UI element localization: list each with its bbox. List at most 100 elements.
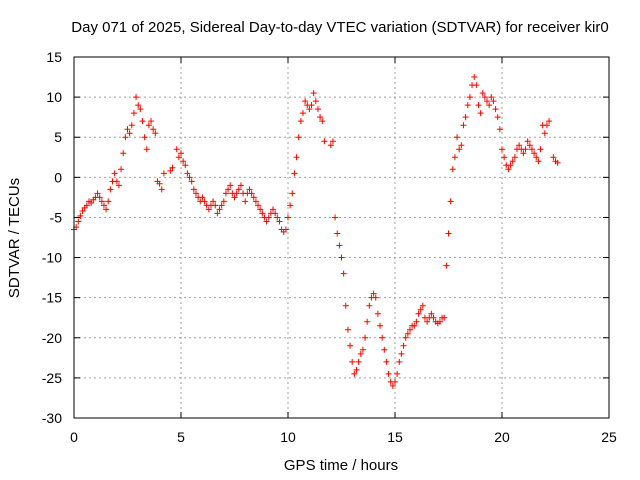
data-point bbox=[362, 334, 369, 341]
data-point bbox=[447, 198, 454, 205]
data-point bbox=[377, 322, 384, 329]
data-point bbox=[402, 334, 409, 341]
data-point bbox=[156, 180, 163, 187]
data-point bbox=[250, 194, 257, 201]
data-point bbox=[319, 118, 326, 125]
data-point bbox=[297, 118, 304, 125]
data-point bbox=[212, 202, 219, 209]
data-point bbox=[274, 214, 281, 221]
data-point bbox=[531, 150, 538, 157]
data-point bbox=[516, 142, 523, 149]
data-point bbox=[398, 350, 405, 357]
data-point bbox=[406, 326, 413, 333]
data-point bbox=[511, 154, 518, 161]
data-point bbox=[248, 190, 255, 197]
data-point bbox=[122, 134, 129, 141]
data-point bbox=[276, 218, 283, 225]
data-point bbox=[488, 94, 495, 101]
data-point bbox=[481, 94, 488, 101]
data-point bbox=[216, 206, 223, 213]
data-point bbox=[111, 170, 118, 177]
data-point bbox=[526, 142, 533, 149]
data-point bbox=[128, 122, 135, 129]
data-point bbox=[115, 182, 122, 189]
data-point bbox=[120, 150, 127, 157]
data-point bbox=[329, 138, 336, 145]
data-point bbox=[499, 146, 505, 153]
data-point bbox=[113, 178, 120, 185]
data-point bbox=[528, 146, 535, 153]
y-tick-labels: -30 -25 -20 -15 -10 -5 0 5 10 15 bbox=[42, 49, 62, 426]
data-point bbox=[494, 114, 501, 121]
data-point bbox=[158, 186, 165, 193]
data-point bbox=[186, 174, 193, 181]
y-tick-label: -30 bbox=[42, 410, 62, 426]
y-tick-label: -15 bbox=[42, 290, 62, 306]
data-point bbox=[150, 126, 157, 133]
data-point bbox=[160, 170, 167, 177]
data-point bbox=[88, 200, 95, 207]
data-point bbox=[246, 186, 253, 193]
data-point bbox=[374, 310, 381, 317]
x-tick-label: 10 bbox=[280, 429, 296, 445]
data-point bbox=[379, 334, 386, 341]
data-point bbox=[272, 210, 279, 217]
data-point bbox=[501, 154, 508, 161]
data-point bbox=[308, 102, 315, 109]
data-point bbox=[100, 202, 107, 209]
data-point bbox=[332, 214, 339, 221]
data-point bbox=[546, 118, 553, 125]
y-tick-label: -25 bbox=[42, 370, 62, 386]
data-point bbox=[419, 302, 426, 309]
data-point bbox=[413, 318, 420, 325]
data-point bbox=[312, 98, 319, 105]
y-tick-label: 0 bbox=[54, 169, 62, 185]
data-point bbox=[347, 342, 354, 349]
y-tick-label: -20 bbox=[42, 330, 62, 346]
data-point bbox=[334, 230, 341, 237]
data-point bbox=[353, 366, 360, 373]
data-point bbox=[233, 190, 240, 197]
data-point bbox=[366, 302, 373, 309]
grid-lines bbox=[74, 57, 609, 418]
data-point bbox=[107, 186, 114, 193]
data-point bbox=[103, 206, 110, 213]
data-point bbox=[188, 178, 195, 185]
data-point bbox=[77, 212, 84, 219]
data-point bbox=[270, 206, 277, 213]
data-point bbox=[370, 290, 377, 297]
data-point bbox=[396, 358, 403, 365]
data-point bbox=[293, 154, 300, 161]
data-point bbox=[214, 210, 221, 217]
data-point bbox=[235, 186, 242, 193]
data-point bbox=[282, 226, 289, 233]
x-tick-labels: 0 5 10 15 20 25 bbox=[70, 429, 617, 445]
data-point bbox=[349, 358, 356, 365]
data-point bbox=[477, 110, 484, 117]
data-point bbox=[522, 146, 529, 153]
data-point bbox=[383, 358, 390, 365]
data-point bbox=[302, 98, 309, 105]
data-point bbox=[255, 202, 262, 209]
data-point bbox=[299, 110, 306, 117]
data-point bbox=[137, 106, 144, 113]
data-point bbox=[180, 158, 187, 165]
data-point bbox=[139, 118, 146, 125]
data-point bbox=[430, 314, 437, 321]
data-point bbox=[462, 114, 469, 121]
data-point bbox=[344, 326, 351, 333]
data-point bbox=[507, 162, 514, 169]
data-point bbox=[242, 198, 249, 205]
y-tick-label: 10 bbox=[46, 89, 62, 105]
data-point bbox=[458, 142, 465, 149]
data-point bbox=[479, 90, 486, 97]
data-point bbox=[428, 310, 435, 317]
data-point bbox=[263, 218, 270, 225]
data-point bbox=[225, 186, 232, 193]
data-point bbox=[321, 138, 328, 145]
data-point bbox=[173, 146, 180, 153]
chart-title: Day 071 of 2025, Sidereal Day-to-day VTE… bbox=[71, 19, 608, 36]
data-point bbox=[182, 162, 189, 169]
data-point bbox=[133, 94, 140, 101]
